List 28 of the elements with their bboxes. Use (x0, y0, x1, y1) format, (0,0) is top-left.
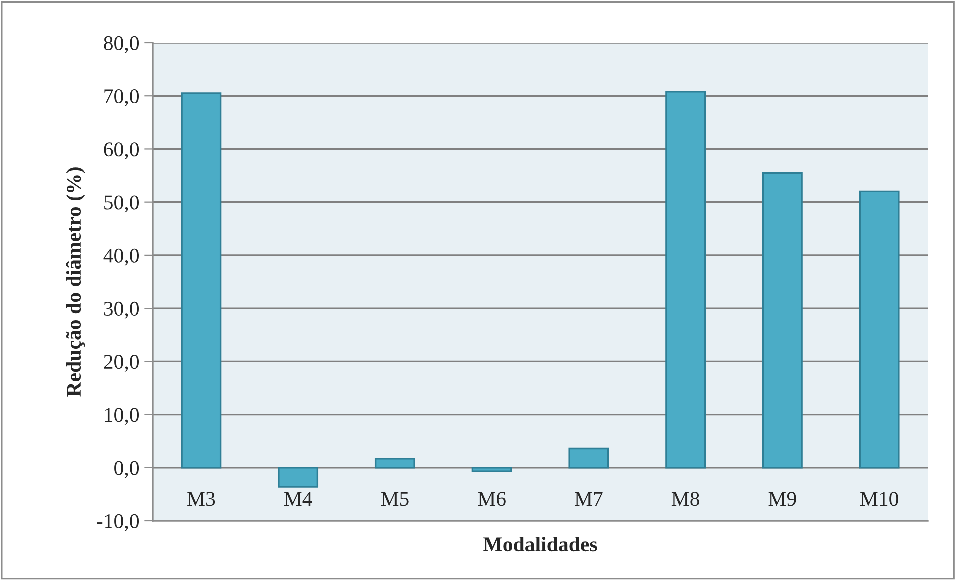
x-tick-label: M4 (284, 492, 312, 506)
x-axis-title: Modalidades (484, 536, 598, 552)
x-tick-label: M6 (478, 492, 506, 506)
y-tick-label: -10,0 (97, 514, 140, 532)
bar (666, 91, 706, 469)
bar (181, 92, 222, 469)
y-tick-label: 10,0 (105, 408, 140, 426)
bar (472, 467, 512, 472)
y-tick-label: 30,0 (104, 302, 140, 319)
y-tick-label: 50,0 (104, 196, 140, 213)
x-tick-label: M3 (188, 492, 216, 506)
bar (859, 190, 900, 469)
y-tick-label: 0,0 (114, 461, 140, 478)
x-tick-label: M9 (768, 492, 796, 506)
x-tick-label: M7 (575, 492, 603, 506)
x-tick-label: M8 (672, 492, 700, 506)
bar (762, 172, 803, 469)
x-tick-label: M5 (381, 492, 409, 506)
bar (568, 448, 610, 469)
x-tick-label: M10 (860, 492, 898, 506)
bar (374, 458, 416, 469)
y-axis-title: Redução do diâmetro (%) (66, 168, 86, 397)
y-tick-label: 20,0 (104, 355, 140, 372)
y-tick-label: 80,0 (104, 36, 140, 54)
y-tick-label: 70,0 (104, 89, 140, 107)
y-tick-label: 60,0 (104, 142, 140, 160)
bar (278, 467, 319, 488)
y-tick-label: 40,0 (104, 248, 140, 266)
